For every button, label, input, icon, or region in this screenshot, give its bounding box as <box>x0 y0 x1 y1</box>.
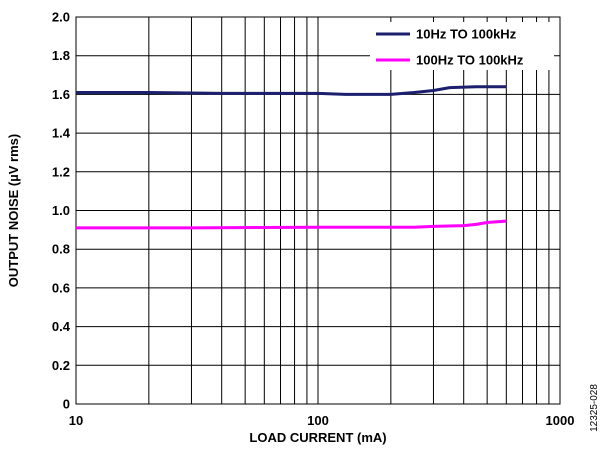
series-line-0 <box>76 87 506 95</box>
y-tick-label: 1.6 <box>52 87 70 102</box>
y-tick-label: 0.4 <box>52 319 71 334</box>
y-tick-label: 0.2 <box>52 358 70 373</box>
y-tick-label: 1.2 <box>52 164 70 179</box>
y-tick-label: 1.0 <box>52 203 70 218</box>
x-axis-label: LOAD CURRENT (mA) <box>249 430 386 445</box>
series-layer <box>76 87 506 228</box>
y-tick-label: 1.4 <box>52 126 71 141</box>
legend: 10Hz TO 100kHz 100Hz TO 100kHz <box>370 22 554 70</box>
figure-id: 12325-028 <box>589 384 600 432</box>
x-tick-label: 1000 <box>546 413 575 428</box>
x-tick-label: 10 <box>69 413 83 428</box>
y-tick-label: 0.8 <box>52 242 70 257</box>
y-tick-label: 1.8 <box>52 48 70 63</box>
y-tick-label: 2.0 <box>52 10 70 25</box>
series-line-1 <box>76 221 506 228</box>
grid <box>76 17 560 404</box>
x-tick-label: 100 <box>307 413 329 428</box>
y-axis-label: OUTPUT NOISE (µV rms) <box>6 134 21 287</box>
y-tick-label: 0.6 <box>52 280 70 295</box>
y-tick-label: 0 <box>63 397 70 412</box>
legend-label-10hz-100khz: 10Hz TO 100kHz <box>416 27 517 42</box>
legend-label-100hz-100khz: 100Hz TO 100kHz <box>416 53 524 68</box>
